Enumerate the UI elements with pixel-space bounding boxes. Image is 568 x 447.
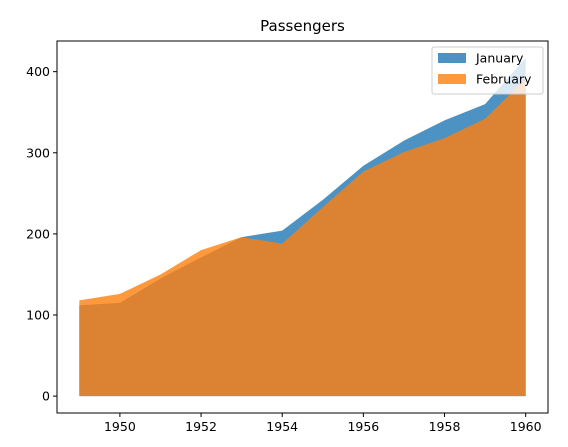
y-axis: 0 100 200 300 400 xyxy=(26,64,57,404)
legend: January February xyxy=(431,46,544,95)
legend-swatch-february xyxy=(438,74,466,84)
area-series-february xyxy=(79,78,526,397)
x-tick-label: 1960 xyxy=(510,419,542,434)
y-tick-label: 300 xyxy=(26,145,50,160)
y-tick-label: 400 xyxy=(26,64,50,79)
x-tick-label: 1956 xyxy=(347,419,379,434)
legend-label-february: February xyxy=(476,72,532,87)
x-tick-label: 1954 xyxy=(266,419,298,434)
chart-title: Passengers xyxy=(260,17,345,35)
x-axis: 1950 1952 1954 1956 1958 1960 xyxy=(104,413,542,434)
y-tick-label: 100 xyxy=(26,308,50,323)
legend-label-january: January xyxy=(475,51,524,66)
area-series-group xyxy=(79,57,526,397)
x-tick-label: 1952 xyxy=(185,419,217,434)
x-tick-label: 1950 xyxy=(104,419,136,434)
y-tick-label: 200 xyxy=(26,226,50,241)
legend-swatch-january xyxy=(438,53,466,63)
x-tick-label: 1958 xyxy=(429,419,461,434)
plot-frame xyxy=(56,40,549,414)
y-tick-label: 0 xyxy=(42,389,50,404)
